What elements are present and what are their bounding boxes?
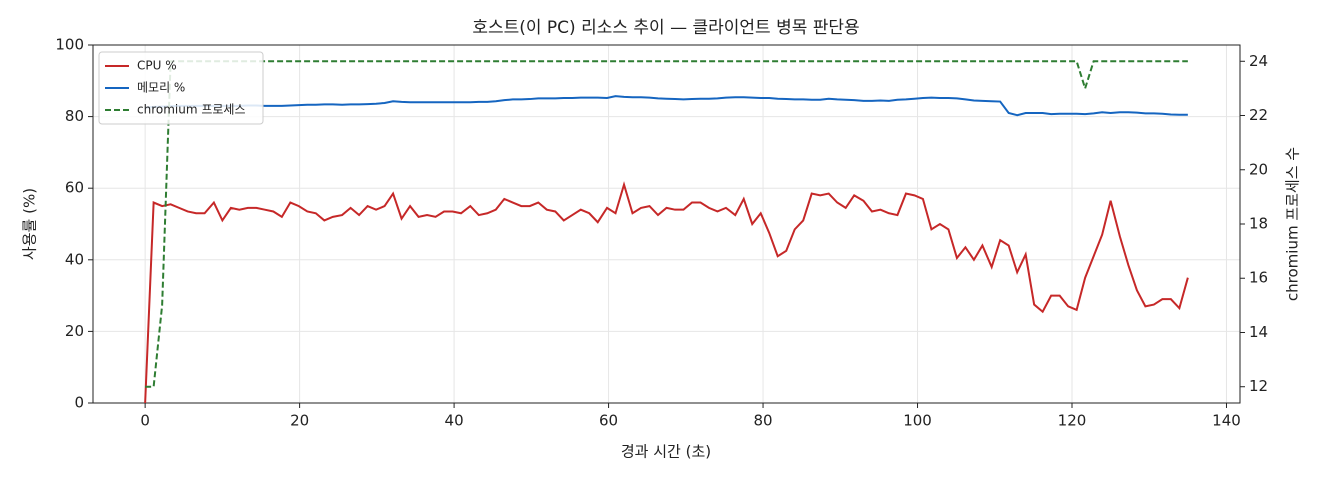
y-axis-label: 사용률 (%) [21,188,39,260]
x-tick-label: 120 [1058,412,1087,430]
x-tick-label: 140 [1212,412,1241,430]
y2-tick-label: 24 [1249,52,1268,70]
y2-tick-label: 20 [1249,160,1268,178]
x-tick-label: 20 [290,412,309,430]
x-tick-label: 0 [140,412,150,430]
legend-label: chromium 프로세스 [137,103,246,117]
y-tick-label: 0 [74,394,84,412]
y-tick-label: 20 [65,322,84,340]
y-tick-label: 100 [55,36,84,54]
x-tick-label: 60 [599,412,618,430]
y2-tick-label: 14 [1249,323,1268,341]
chart-title: 호스트(이 PC) 리소스 추이 — 클라이언트 병목 판단용 [472,18,859,38]
y-tick-label: 80 [65,107,84,125]
y2-axis-label: chromium 프로세스 수 [1284,147,1302,301]
x-tick-label: 40 [445,412,464,430]
x-tick-label: 100 [903,412,932,430]
y2-tick-label: 12 [1249,377,1268,395]
legend-label: CPU % [137,59,177,73]
data-line [145,60,1188,388]
y-tick-label: 60 [65,179,84,197]
legend-box [98,51,264,125]
x-tick-label: 80 [754,412,773,430]
plot-frame [92,44,1241,404]
y2-tick-label: 16 [1249,269,1268,287]
y2-tick-label: 22 [1249,106,1268,124]
data-line [145,95,1188,117]
y-tick-label: 40 [65,250,84,268]
legend-label: 메모리 % [137,81,185,95]
y2-tick-label: 18 [1249,215,1268,233]
x-axis-label: 경과 시간 (초) [621,443,711,461]
data-line [144,181,1189,404]
